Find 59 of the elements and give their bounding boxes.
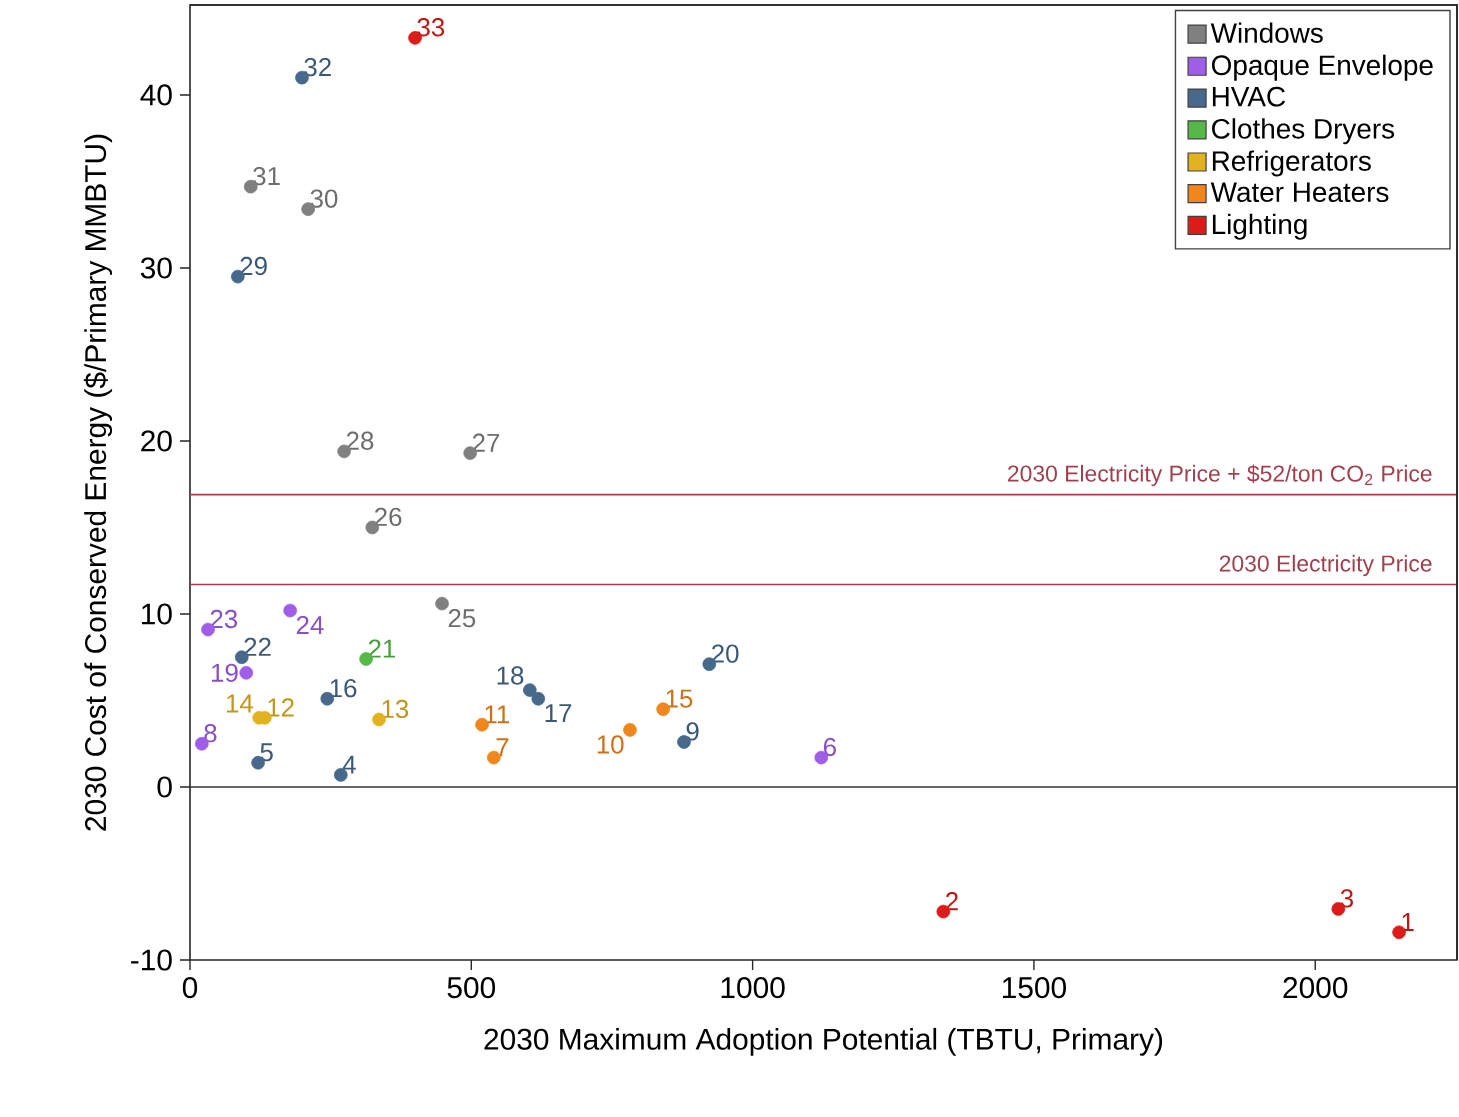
y-tick-label: 30 <box>140 257 172 279</box>
annotation: 22 <box>244 637 271 656</box>
annotation: 19 <box>212 663 238 682</box>
point <box>623 723 637 737</box>
point <box>239 666 254 680</box>
legend-label: Clothes Dryers <box>1212 118 1395 145</box>
point <box>523 683 537 697</box>
annotation: 25 <box>448 608 476 628</box>
annotation: 8 <box>204 723 217 743</box>
y-tick-label: -10 <box>131 949 172 971</box>
legend-label: Windows <box>1210 22 1323 43</box>
y-tick-label: 20 <box>141 430 172 452</box>
legend-label: Opaque Envelope <box>1211 54 1433 81</box>
ref-line-label: 2030 Electricity Price <box>1219 554 1432 577</box>
annotation: 9 <box>686 722 699 741</box>
annotation: 18 <box>497 666 524 685</box>
x-axis-title: 2030 Maximum Adoption Potential (TBTU, Primary) <box>484 1027 1163 1056</box>
annotation: 13 <box>382 699 409 719</box>
annotation: 21 <box>368 639 396 658</box>
annotation: 28 <box>346 431 374 450</box>
annotation: 15 <box>666 689 693 708</box>
annotation: 32 <box>304 57 331 77</box>
annotation: 26 <box>375 507 402 527</box>
point <box>283 603 297 618</box>
x-tick-label: 2000 <box>1283 977 1348 999</box>
annotation: 31 <box>253 166 280 186</box>
annotation: 30 <box>310 189 338 208</box>
annotation: 27 <box>472 433 500 452</box>
annotation: 6 <box>823 737 836 757</box>
legend-label: Water Heaters <box>1210 182 1389 203</box>
legend-label: HVAC <box>1212 86 1286 107</box>
point <box>435 596 449 611</box>
x-tick-label: 0 <box>182 977 198 999</box>
annotation: 16 <box>330 679 357 698</box>
y-axis-title: 2030 Cost of Conserved Energy ($/Primary MMBTU) <box>83 134 113 831</box>
legend-label: Refrigerators <box>1212 150 1371 177</box>
annotation: 11 <box>485 705 510 724</box>
annotation: 17 <box>545 704 572 722</box>
annotation: 4 <box>342 755 356 774</box>
annotation: 10 <box>597 735 624 754</box>
annotation: 23 <box>210 609 238 629</box>
annotation: 14 <box>226 694 254 713</box>
annotation: 33 <box>417 18 445 37</box>
annotation: 5 <box>260 743 273 762</box>
ref-line-label: 2030 Electricity Price + $52/ton CO$_{2}$ Price <box>1008 464 1432 487</box>
annotation: 29 <box>240 256 267 276</box>
y-tick-label: 0 <box>157 776 172 798</box>
x-tick-label: 1000 <box>721 977 785 999</box>
legend-label: Lighting <box>1212 213 1307 240</box>
annotation: 20 <box>712 644 739 663</box>
annotation: 12 <box>268 698 294 717</box>
annotation: 24 <box>296 615 324 635</box>
annotation: 7 <box>496 738 509 757</box>
x-tick-label: 500 <box>447 977 496 999</box>
point <box>531 691 546 706</box>
y-tick-label: 10 <box>142 603 172 625</box>
y-tick-label: 40 <box>140 84 172 106</box>
annotation: 3 <box>1340 889 1353 908</box>
x-tick-label: 1500 <box>1002 977 1066 999</box>
